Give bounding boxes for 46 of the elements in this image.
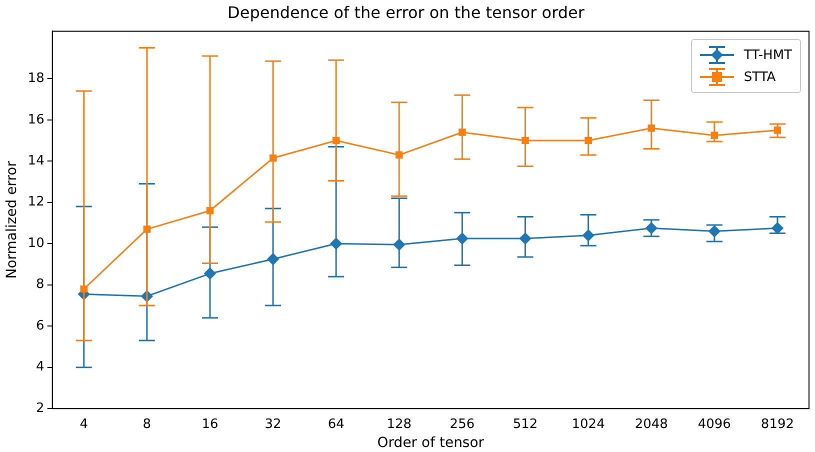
y-tick-label: 4 bbox=[36, 360, 44, 375]
point bbox=[204, 268, 216, 280]
point bbox=[393, 238, 406, 251]
x-tick-label: 256 bbox=[450, 416, 475, 432]
y-tick-label: 16 bbox=[28, 112, 44, 128]
x-tick-label: 2048 bbox=[634, 416, 668, 432]
x-tick-label: 512 bbox=[512, 416, 538, 432]
y-tick-label: 12 bbox=[28, 194, 44, 210]
x-tick-label: 8 bbox=[142, 416, 152, 432]
point bbox=[522, 136, 529, 144]
point bbox=[458, 128, 466, 136]
point bbox=[143, 226, 150, 233]
x-tick-label: 1024 bbox=[572, 416, 605, 432]
point bbox=[584, 136, 592, 144]
y-tick-label: 8 bbox=[36, 277, 44, 292]
x-tick-label: 4096 bbox=[698, 416, 731, 432]
point bbox=[710, 132, 718, 139]
y-tick-label: 18 bbox=[28, 71, 44, 86]
point bbox=[80, 285, 88, 293]
point bbox=[456, 232, 468, 244]
point bbox=[771, 222, 784, 234]
y-tick-label: 14 bbox=[28, 154, 44, 168]
point bbox=[267, 253, 280, 266]
x-tick-label: 32 bbox=[264, 416, 282, 432]
y-tick-label: 6 bbox=[36, 318, 44, 334]
x-tick-label: 4 bbox=[80, 416, 88, 432]
point bbox=[582, 229, 594, 242]
x-tick-label: 128 bbox=[386, 416, 412, 432]
point bbox=[270, 154, 277, 162]
point bbox=[519, 232, 532, 244]
y-tick-label: 10 bbox=[28, 236, 44, 251]
point bbox=[396, 151, 403, 158]
point bbox=[330, 238, 342, 250]
point bbox=[648, 124, 655, 132]
x-axis-title: Order of tensor bbox=[377, 435, 484, 452]
y-tick-label: 2 bbox=[36, 400, 44, 416]
x-tick-label: 16 bbox=[202, 416, 218, 432]
point bbox=[206, 207, 214, 214]
legend-label: TT-HMT bbox=[744, 48, 792, 63]
y-axis-title: Normalized error bbox=[4, 160, 20, 279]
x-tick-label: 8192 bbox=[760, 416, 794, 432]
x-tick-label: 64 bbox=[328, 416, 344, 432]
chart-title: Dependence of the error on the tensor order bbox=[228, 2, 585, 22]
point bbox=[332, 136, 340, 144]
legend-label: STTA bbox=[744, 70, 776, 85]
point bbox=[708, 225, 720, 238]
